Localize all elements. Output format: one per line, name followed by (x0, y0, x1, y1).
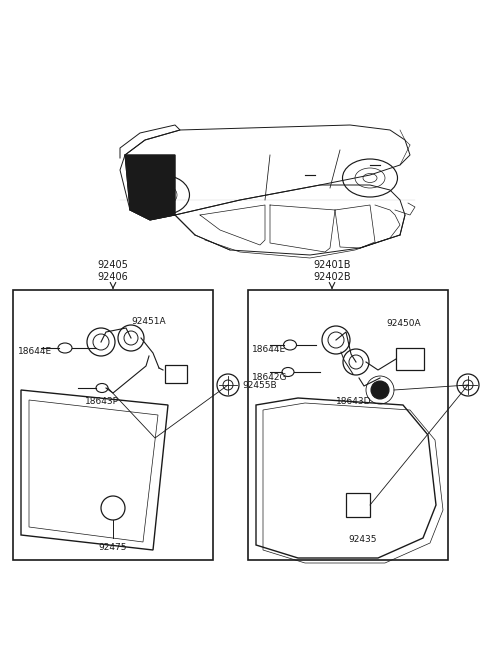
Ellipse shape (282, 367, 294, 377)
Text: 18643P: 18643P (85, 398, 119, 407)
Text: 18644E: 18644E (18, 348, 52, 356)
Bar (248, 290, 448, 560)
Text: 92450A: 92450A (386, 318, 420, 328)
Ellipse shape (284, 340, 297, 350)
Bar (346, 493, 370, 517)
Text: 18643D: 18643D (336, 398, 372, 407)
Text: 18642G: 18642G (252, 373, 288, 383)
Text: 92455B: 92455B (242, 381, 276, 390)
Text: 92406: 92406 (97, 272, 128, 282)
Text: 92402B: 92402B (313, 272, 351, 282)
Text: 92475: 92475 (98, 544, 127, 553)
Text: 92451A: 92451A (131, 318, 166, 326)
Bar (165, 365, 187, 383)
Text: 92435: 92435 (348, 536, 376, 544)
Bar (13, 290, 213, 560)
Text: 18644E: 18644E (252, 345, 286, 354)
Text: 92401B: 92401B (313, 260, 351, 270)
Polygon shape (125, 155, 175, 220)
Circle shape (371, 381, 389, 399)
Bar (396, 348, 424, 370)
Ellipse shape (96, 383, 108, 392)
Text: 92405: 92405 (97, 260, 129, 270)
Ellipse shape (58, 343, 72, 353)
